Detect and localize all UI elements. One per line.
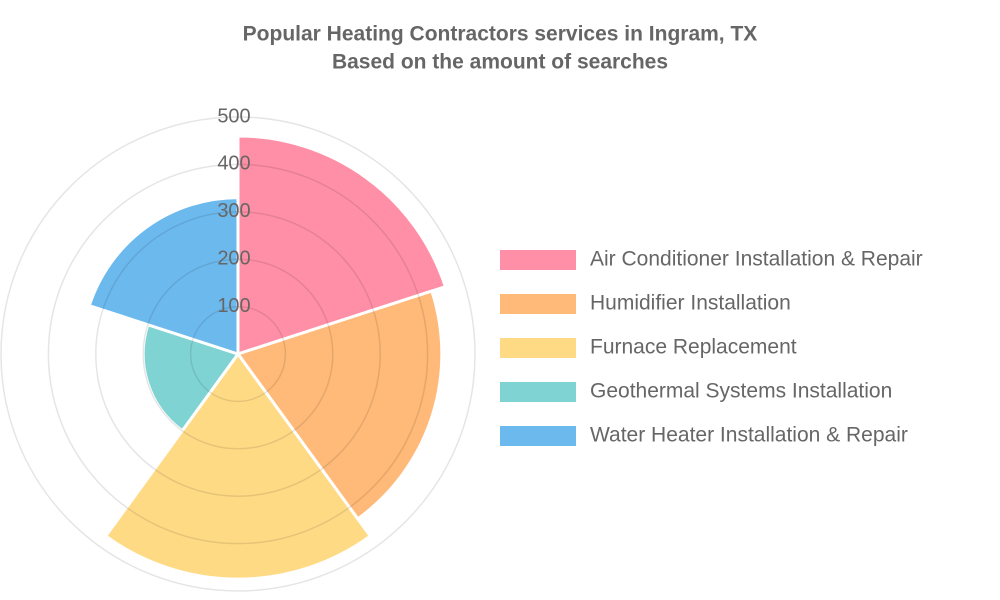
r-tick-label: 500 [217,105,250,127]
segment [141,322,241,433]
r-tick-label: 200 [217,247,250,269]
segment [235,289,444,521]
segment [236,134,448,357]
grid-circle [47,163,429,545]
r-tick-label: 300 [217,200,250,222]
legend-swatch [500,294,576,314]
legend-label: Geothermal Systems Installation [590,380,892,403]
legend-label: Humidifier Installation [590,292,791,315]
legend-swatch [500,338,576,358]
grid-circle [189,305,287,403]
chart-subtitle: Based on the amount of searches [332,51,668,74]
segment [87,196,240,357]
r-tick-label: 100 [217,295,250,317]
grid-circle [142,258,334,450]
legend-swatch [500,382,576,402]
legend-label: Water Heater Installation & Repair [590,424,908,447]
legend-label: Furnace Replacement [590,336,797,359]
grid-circle [95,211,381,497]
legend-swatch [500,426,576,446]
segment [103,351,373,581]
legend-swatch [500,250,576,270]
grid-circle [0,116,476,592]
legend-label: Air Conditioner Installation & Repair [590,248,923,271]
r-tick-label: 400 [217,153,250,175]
chart-title: Popular Heating Contractors services in … [243,23,758,46]
